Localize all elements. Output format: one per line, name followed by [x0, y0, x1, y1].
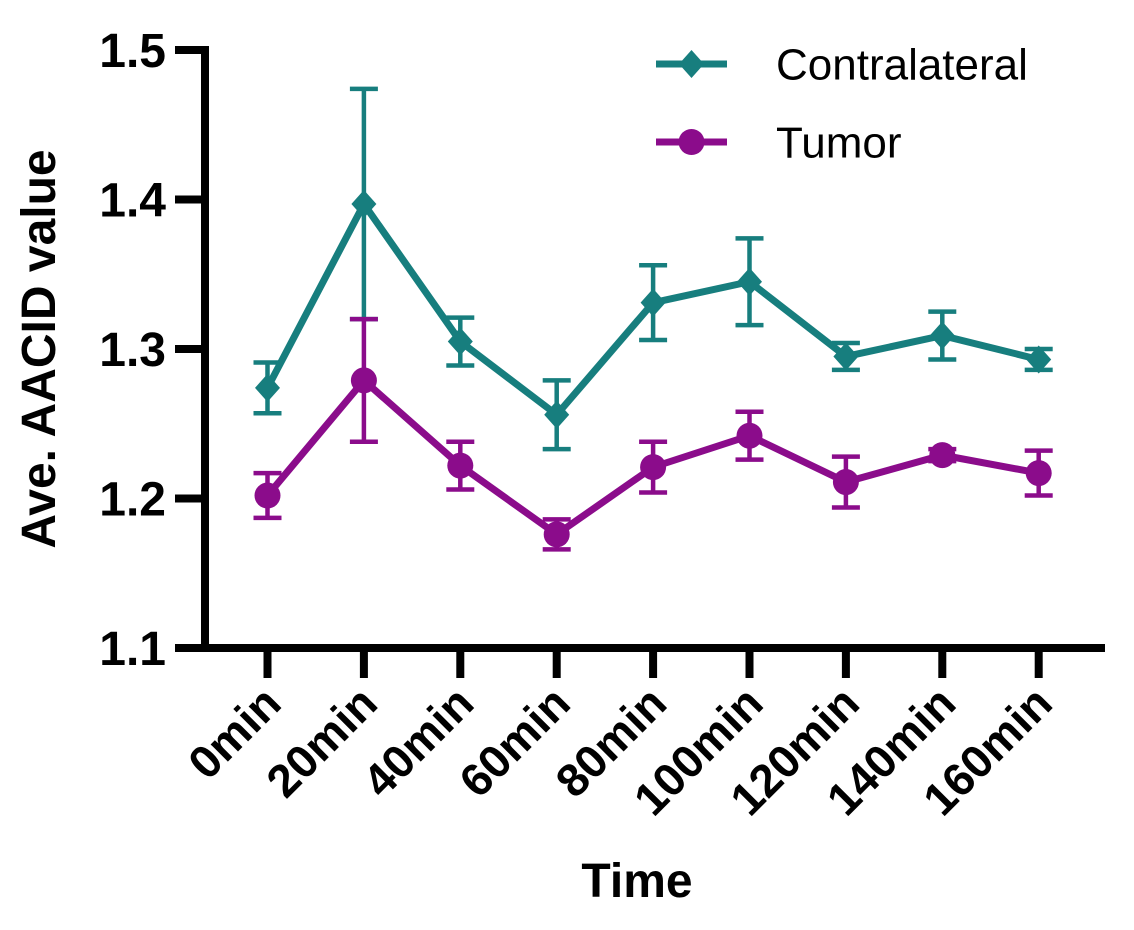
data-point-diamond-icon	[351, 189, 377, 218]
series-contralateral	[253, 86, 1053, 452]
data-point-circle-icon	[736, 422, 763, 449]
data-point-diamond-icon	[544, 400, 570, 429]
data-point-diamond-icon	[833, 342, 859, 371]
data-point-diamond-icon	[640, 288, 666, 317]
data-point-diamond-icon	[737, 267, 762, 296]
data-point-circle-icon	[1025, 460, 1052, 487]
data-point-circle-icon	[350, 367, 377, 394]
data-point-circle-icon	[929, 442, 956, 469]
data-point-diamond-icon	[255, 373, 280, 402]
data-point-circle-icon	[447, 452, 474, 479]
legend-item-contralateral: Contralateral	[656, 40, 1028, 89]
y-tick-label: 1.5	[99, 25, 166, 78]
series-tumor	[253, 316, 1053, 552]
legend-label: Tumor	[776, 118, 902, 167]
data-point-diamond-icon	[1026, 345, 1052, 374]
legend-diamond-icon	[679, 50, 704, 78]
data-point-circle-icon	[832, 469, 859, 496]
data-point-circle-icon	[254, 482, 281, 509]
y-tick-label: 1.3	[99, 324, 166, 377]
y-tick-label: 1.2	[99, 473, 166, 526]
y-axis-title: Ave. AACID value	[13, 149, 66, 548]
data-point-diamond-icon	[447, 327, 473, 356]
data-point-circle-icon	[640, 454, 667, 481]
data-point-circle-icon	[543, 521, 570, 548]
legend-circle-icon	[678, 129, 705, 155]
legend-label: Contralateral	[776, 40, 1028, 89]
y-tick-label: 1.1	[99, 623, 166, 676]
data-point-diamond-icon	[929, 321, 955, 350]
legend-item-tumor: Tumor	[656, 118, 902, 167]
y-tick-label: 1.4	[99, 174, 166, 227]
legend: Contralateral Tumor	[656, 40, 1028, 167]
x-axis-title: Time	[581, 855, 692, 908]
